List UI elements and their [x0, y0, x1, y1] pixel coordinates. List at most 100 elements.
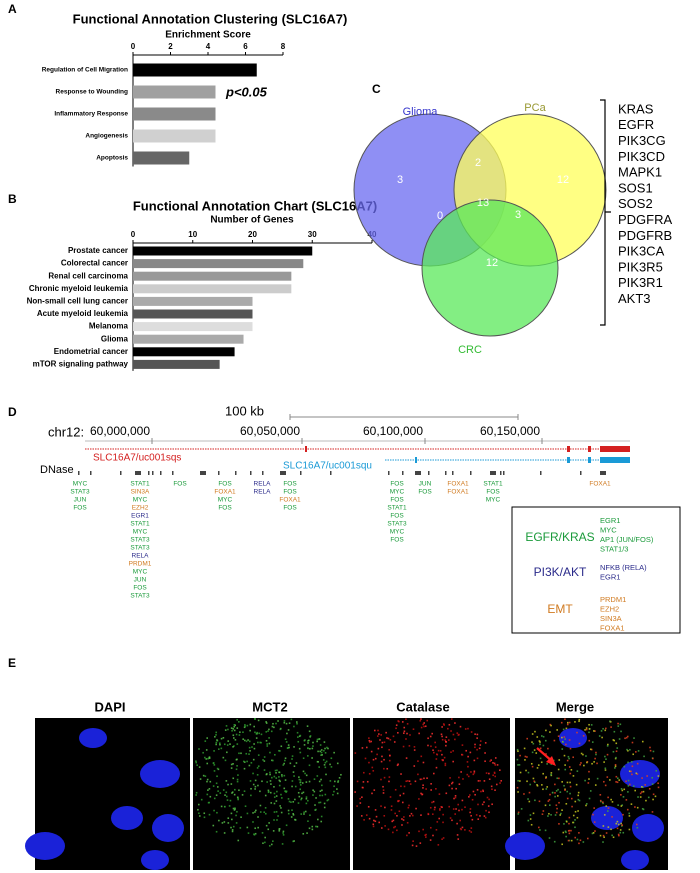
tf-label: FOS: [390, 497, 404, 504]
signal: [437, 749, 440, 752]
tf-label: RELA: [254, 489, 272, 496]
signal: [207, 789, 209, 791]
tf-label: FOXA1: [447, 481, 469, 488]
signal: [373, 729, 376, 732]
signal: [604, 767, 607, 770]
y-tick-label: Chronic myeloid leukemia: [29, 284, 129, 293]
signal: [398, 810, 401, 813]
signal: [279, 750, 281, 752]
signal: [464, 806, 466, 808]
tf-label: SIN3A: [131, 489, 150, 496]
signal: [208, 788, 211, 790]
signal: [233, 809, 236, 811]
signal: [555, 790, 558, 792]
signal: [397, 799, 399, 802]
signal: [492, 774, 494, 777]
signal: [254, 827, 257, 830]
signal: [226, 799, 229, 801]
signal: [238, 789, 240, 792]
signal: [395, 727, 397, 730]
signal: [212, 824, 215, 827]
x-tick-label: 30: [308, 230, 317, 239]
dnase-peak: [200, 471, 206, 475]
signal: [470, 814, 472, 817]
nucleus: [621, 850, 649, 870]
bar: [133, 129, 216, 143]
signal: [445, 736, 448, 738]
signal: [227, 783, 229, 786]
signal: [207, 757, 209, 760]
signal: [617, 722, 619, 725]
signal: [368, 739, 371, 742]
signal: [651, 776, 654, 779]
signal: [459, 819, 461, 822]
signal: [461, 826, 464, 829]
signal: [297, 802, 300, 804]
tf-label: EZH2: [132, 505, 149, 512]
dnase-peak: [452, 471, 454, 475]
signal: [208, 756, 211, 759]
signal: [334, 780, 336, 783]
signal: [287, 798, 290, 800]
y-tick-label: mTOR signaling pathway: [33, 360, 129, 369]
signal: [434, 806, 436, 809]
signal: [471, 818, 474, 821]
signal: [615, 781, 617, 783]
signal: [458, 733, 460, 736]
signal: [614, 757, 617, 760]
signal: [627, 749, 629, 752]
signal: [431, 732, 433, 735]
signal: [613, 730, 616, 733]
signal: [631, 773, 633, 776]
signal: [225, 791, 228, 794]
signal: [243, 761, 246, 763]
signal: [632, 785, 635, 787]
signal: [227, 728, 229, 731]
signal: [384, 806, 386, 809]
signal: [408, 832, 410, 834]
signal: [640, 786, 643, 788]
signal: [611, 834, 613, 837]
signal: [199, 778, 202, 780]
signal: [562, 741, 564, 743]
signal: [565, 835, 567, 838]
signal: [488, 772, 490, 775]
signal: [269, 771, 271, 774]
signal: [562, 831, 565, 834]
signal: [493, 762, 496, 765]
signal: [217, 748, 220, 750]
signal: [441, 726, 443, 728]
signal: [591, 741, 594, 743]
y-tick-label: Inflammatory Response: [54, 111, 128, 118]
signal: [464, 728, 467, 730]
signal: [292, 771, 295, 773]
signal: [436, 821, 439, 823]
signal: [320, 751, 323, 754]
venn-set: [421, 199, 559, 337]
signal: [256, 731, 258, 734]
signal: [574, 819, 576, 821]
signal: [546, 763, 548, 765]
signal: [469, 751, 472, 754]
signal: [320, 754, 322, 756]
signal: [603, 814, 606, 816]
signal: [551, 791, 554, 794]
signal: [293, 840, 295, 842]
signal: [530, 762, 533, 765]
signal: [454, 738, 456, 741]
signal: [294, 818, 296, 821]
signal: [559, 791, 562, 793]
signal: [574, 810, 577, 813]
signal: [236, 778, 239, 781]
signal: [621, 789, 624, 792]
signal: [536, 767, 539, 769]
signal: [233, 729, 236, 732]
signal: [377, 747, 380, 750]
signal: [614, 767, 616, 769]
signal: [485, 772, 488, 774]
signal: [301, 782, 304, 784]
signal: [630, 761, 633, 763]
signal: [317, 818, 319, 821]
signal: [520, 808, 523, 810]
signal: [596, 762, 598, 765]
